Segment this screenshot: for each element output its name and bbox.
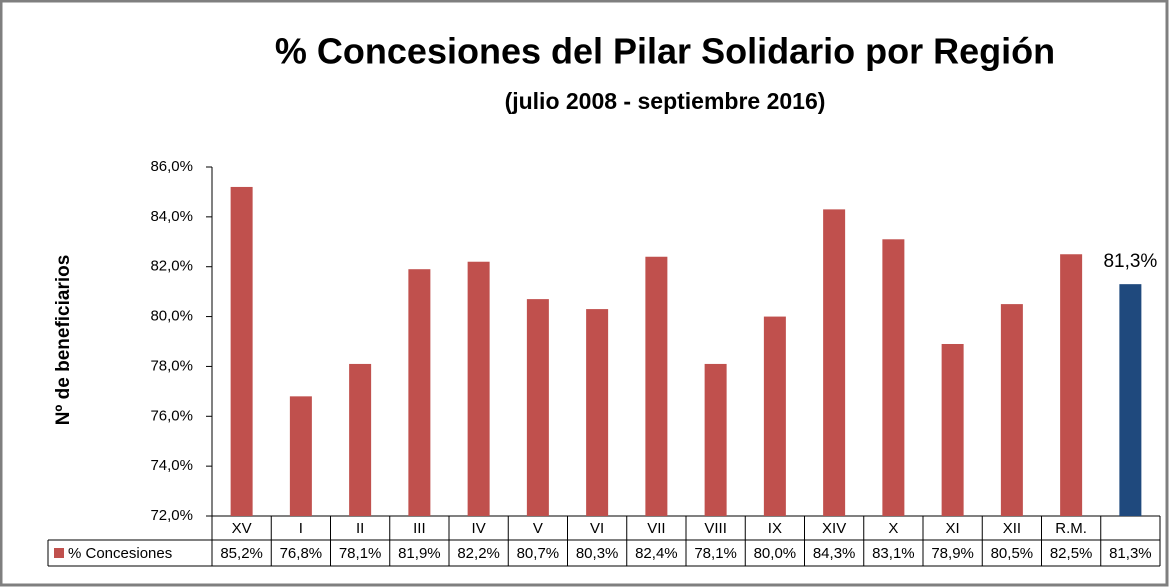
table-value: 76,8% <box>280 545 323 562</box>
table-value: 81,3% <box>1109 545 1152 562</box>
y-tick-label: 78,0% <box>150 357 193 374</box>
x-tick-label: III <box>413 520 426 537</box>
y-tick-label: 84,0% <box>150 208 193 225</box>
table-value: 82,2% <box>457 545 500 562</box>
table-value: 78,9% <box>931 545 974 562</box>
bar <box>467 261 490 516</box>
x-tick-label: VIII <box>704 520 727 537</box>
y-tick-label: 82,0% <box>150 258 193 275</box>
x-tick-label: XIV <box>822 520 846 537</box>
table-value: 80,7% <box>517 545 560 562</box>
x-tick-label: XII <box>1003 520 1021 537</box>
bar <box>823 209 846 516</box>
bar <box>408 269 431 516</box>
bar <box>882 239 905 517</box>
bar <box>1119 284 1142 516</box>
y-tick-label: 80,0% <box>150 308 193 325</box>
legend-label: % Concesiones <box>68 545 172 562</box>
table-value: 82,5% <box>1050 545 1093 562</box>
table-value: 78,1% <box>694 545 737 562</box>
table-value: 84,3% <box>813 545 856 562</box>
x-tick-label: I <box>299 520 303 537</box>
x-tick-label: VI <box>590 520 604 537</box>
bar <box>230 186 253 516</box>
table-value: 80,0% <box>754 545 797 562</box>
x-tick-label: II <box>356 520 364 537</box>
table-value: 78,1% <box>339 545 382 562</box>
y-tick-label: 86,0% <box>150 158 193 175</box>
bar <box>645 256 668 516</box>
chart-title: % Concesiones del Pilar Solidario por Re… <box>275 31 1055 72</box>
table-value: 83,1% <box>872 545 915 562</box>
table-value: 81,9% <box>398 545 441 562</box>
y-tick-label: 72,0% <box>150 507 193 524</box>
bar <box>704 363 727 516</box>
bar <box>586 309 609 516</box>
bar <box>349 363 372 516</box>
x-tick-label: V <box>533 520 543 537</box>
legend-swatch <box>54 548 64 558</box>
x-tick-label: VII <box>647 520 665 537</box>
y-axis-title: Nº de beneficiarios <box>53 255 74 426</box>
table-value: 80,5% <box>991 545 1034 562</box>
bar <box>526 299 549 516</box>
bar <box>1000 304 1023 516</box>
y-tick-label: 74,0% <box>150 457 193 474</box>
bar <box>763 316 786 516</box>
x-tick-label: XI <box>946 520 960 537</box>
bar <box>289 396 312 516</box>
y-tick-label: 76,0% <box>150 407 193 424</box>
x-tick-label: X <box>888 520 898 537</box>
chart-subtitle: (julio 2008 - septiembre 2016) <box>505 88 826 114</box>
data-label: 81,3% <box>1103 251 1157 272</box>
bar <box>1060 254 1083 516</box>
table-value: 85,2% <box>220 545 263 562</box>
x-tick-label: XV <box>232 520 252 537</box>
table-value: 82,4% <box>635 545 678 562</box>
bar <box>941 343 964 516</box>
x-tick-label: IV <box>472 520 486 537</box>
x-tick-label: IX <box>768 520 782 537</box>
table-value: 80,3% <box>576 545 619 562</box>
x-tick-label: R.M. <box>1055 520 1087 537</box>
